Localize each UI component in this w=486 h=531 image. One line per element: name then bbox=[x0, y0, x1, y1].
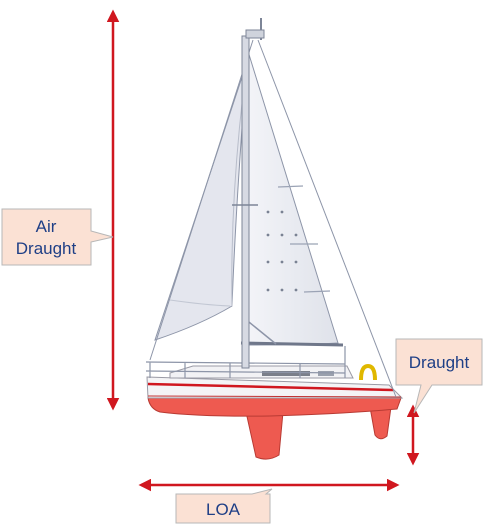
loa-label: LOA bbox=[206, 500, 241, 519]
backstay bbox=[257, 39, 397, 398]
lifebuoy bbox=[359, 363, 377, 381]
air-draught-label-line1: Air bbox=[36, 217, 57, 236]
rudder bbox=[369, 406, 392, 440]
forestay bbox=[149, 39, 254, 361]
draught-label: Draught bbox=[409, 353, 470, 372]
mainsail bbox=[246, 47, 339, 346]
air-draught-callout: Air Draught bbox=[1, 208, 114, 266]
keel bbox=[245, 411, 284, 460]
mast bbox=[241, 35, 250, 369]
sailboat-illustration bbox=[145, 18, 404, 460]
sheer-stripe bbox=[147, 382, 394, 392]
boom bbox=[240, 341, 344, 347]
hull-underbody bbox=[147, 397, 402, 417]
loa-callout: LOA bbox=[175, 488, 273, 524]
air-draught-label-line2: Draught bbox=[16, 239, 77, 258]
draught-callout: Draught bbox=[395, 338, 483, 414]
